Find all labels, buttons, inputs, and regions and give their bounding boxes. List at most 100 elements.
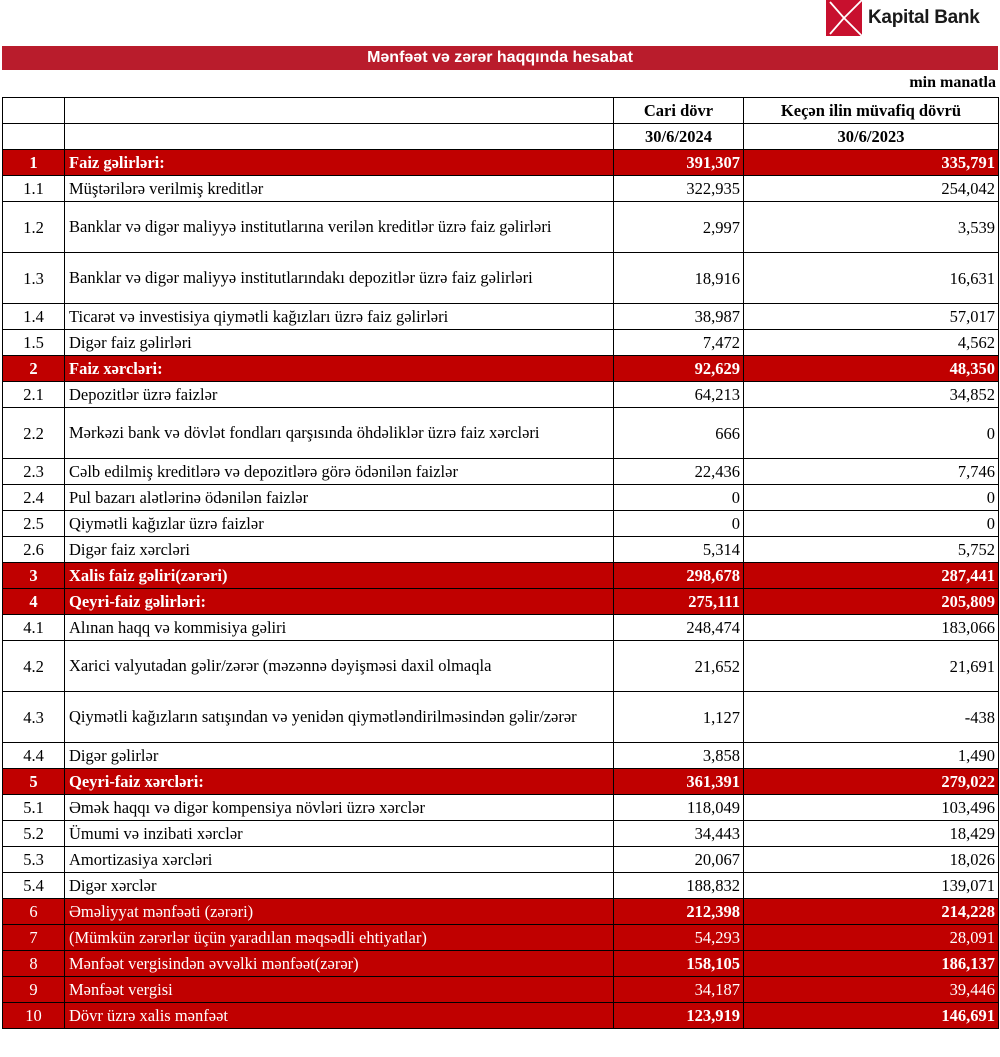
table-row-section: 3 Xalis faiz gəliri(zərəri) 298,678 287,441 bbox=[2, 562, 999, 589]
table-row: 2.3 Cəlb edilmiş kreditlərə və depozitlər… bbox=[2, 458, 999, 485]
previous-value: 18,026 bbox=[743, 846, 999, 873]
report-title: Mənfəət və zərər haqqında hesabat bbox=[2, 46, 998, 70]
row-label: (Mümkün zərərlər üçün yaradılan məqsədli… bbox=[64, 924, 614, 951]
current-value: 118,049 bbox=[613, 794, 744, 821]
current-value: 158,105 bbox=[613, 950, 744, 977]
unit-label: min manatla bbox=[909, 74, 996, 91]
row-label: Banklar və digər maliyyə institutlarına … bbox=[64, 201, 614, 253]
current-value: 34,443 bbox=[613, 820, 744, 847]
row-label: Əmək haqqı və digər kompensiya növləri ü… bbox=[64, 794, 614, 821]
previous-value: 205,809 bbox=[743, 588, 999, 615]
row-label: Pul bazarı alətlərinə ödənilən faizlər bbox=[64, 484, 614, 511]
current-value: 92,629 bbox=[613, 355, 744, 382]
income-statement-table: Cari dövr Keçən ilin müvafiq dövrü 30/6/… bbox=[2, 97, 999, 1029]
current-value: 298,678 bbox=[613, 562, 744, 589]
brand-name: Kapital Bank bbox=[868, 7, 980, 28]
current-value: 54,293 bbox=[613, 924, 744, 951]
row-number: 4.4 bbox=[2, 742, 65, 769]
previous-value: 39,446 bbox=[743, 976, 999, 1003]
row-label: Banklar və digər maliyyə institutlarında… bbox=[64, 252, 614, 304]
table-row-total: 8 Mənfəət vergisindən əvvəlki mənfəət(zər… bbox=[2, 950, 999, 977]
table-row-total: 10 Dövr üzrə xalis mənfəət 123,919 146,691 bbox=[2, 1002, 999, 1029]
previous-value: 214,228 bbox=[743, 898, 999, 925]
header-row: Cari dövr Keçən ilin müvafiq dövrü bbox=[2, 97, 999, 124]
previous-value: -438 bbox=[743, 691, 999, 743]
current-value: 18,916 bbox=[613, 252, 744, 304]
header-previous-date: 30/6/2023 bbox=[743, 123, 999, 150]
row-number: 2.3 bbox=[2, 458, 65, 485]
current-value: 34,187 bbox=[613, 976, 744, 1003]
previous-value: 7,746 bbox=[743, 458, 999, 485]
row-number: 2.5 bbox=[2, 510, 65, 537]
row-label: Müştərilərə verilmiş kreditlər bbox=[64, 175, 614, 202]
table-row: 1.1 Müştərilərə verilmiş kreditlər 322,935… bbox=[2, 175, 999, 202]
row-label: Digər xərclər bbox=[64, 872, 614, 899]
table-row: 5.2 Ümumi və inzibati xərclər 34,443 18,429 bbox=[2, 820, 999, 847]
row-label: Digər gəlirlər bbox=[64, 742, 614, 769]
current-value: 64,213 bbox=[613, 381, 744, 408]
current-value: 666 bbox=[613, 407, 744, 459]
table-row: 1.3 Banklar və digər maliyyə institutları… bbox=[2, 252, 999, 304]
previous-value: 21,691 bbox=[743, 640, 999, 692]
row-label: Mərkəzi bank və dövlət fondları qarşısın… bbox=[64, 407, 614, 459]
previous-value: 183,066 bbox=[743, 614, 999, 641]
previous-value: 48,350 bbox=[743, 355, 999, 382]
previous-value: 16,631 bbox=[743, 252, 999, 304]
row-label: Digər faiz gəlirləri bbox=[64, 329, 614, 356]
row-number: 4.1 bbox=[2, 614, 65, 641]
header-blank bbox=[2, 123, 65, 150]
table-row: 5.4 Digər xərclər 188,832 139,071 bbox=[2, 872, 999, 899]
table-row: 2.6 Digər faiz xərcləri 5,314 5,752 bbox=[2, 536, 999, 563]
current-value: 391,307 bbox=[613, 149, 744, 176]
current-value: 7,472 bbox=[613, 329, 744, 356]
table-row-total: 9 Mənfəət vergisi 34,187 39,446 bbox=[2, 976, 999, 1003]
row-number: 2 bbox=[2, 355, 65, 382]
row-label: Qeyri-faiz gəlirləri: bbox=[64, 588, 614, 615]
table-row: 4.2 Xarici valyutadan gəlir/zərər (məzənn… bbox=[2, 640, 999, 692]
row-number: 7 bbox=[2, 924, 65, 951]
previous-value: 279,022 bbox=[743, 768, 999, 795]
row-number: 1.3 bbox=[2, 252, 65, 304]
previous-value: 0 bbox=[743, 407, 999, 459]
header-date-row: 30/6/2024 30/6/2023 bbox=[2, 123, 999, 150]
row-number: 3 bbox=[2, 562, 65, 589]
table-row: 5.1 Əmək haqqı və digər kompensiya növlər… bbox=[2, 794, 999, 821]
previous-value: 0 bbox=[743, 484, 999, 511]
current-value: 1,127 bbox=[613, 691, 744, 743]
previous-value: 57,017 bbox=[743, 303, 999, 330]
row-number: 1 bbox=[2, 149, 65, 176]
current-value: 361,391 bbox=[613, 768, 744, 795]
table-row: 2.2 Mərkəzi bank və dövlət fondları qarşı… bbox=[2, 407, 999, 459]
kapital-bank-logo: Kapital Bank bbox=[826, 0, 1000, 36]
row-label: Xalis faiz gəliri(zərəri) bbox=[64, 562, 614, 589]
table-row: 1.2 Banklar və digər maliyyə institutları… bbox=[2, 201, 999, 253]
current-value: 0 bbox=[613, 510, 744, 537]
table-row-section: 4 Qeyri-faiz gəlirləri: 275,111 205,809 bbox=[2, 588, 999, 615]
previous-value: 146,691 bbox=[743, 1002, 999, 1029]
row-label: Cəlb edilmiş kreditlərə və depozitlərə g… bbox=[64, 458, 614, 485]
previous-value: 287,441 bbox=[743, 562, 999, 589]
table-row: 2.1 Depozitlər üzrə faizlər 64,213 34,852 bbox=[2, 381, 999, 408]
table-row-total: 7 (Mümkün zərərlər üçün yaradılan məqsədl… bbox=[2, 924, 999, 951]
row-number: 5.3 bbox=[2, 846, 65, 873]
row-label: Qeyri-faiz xərcləri: bbox=[64, 768, 614, 795]
logo-mark-icon bbox=[826, 0, 862, 36]
row-number: 5 bbox=[2, 768, 65, 795]
header-current-period: Cari dövr bbox=[613, 97, 744, 124]
previous-value: 28,091 bbox=[743, 924, 999, 951]
row-label: Əməliyyat mənfəəti (zərəri) bbox=[64, 898, 614, 925]
previous-value: 4,562 bbox=[743, 329, 999, 356]
previous-value: 254,042 bbox=[743, 175, 999, 202]
table-row: 5.3 Amortizasiya xərcləri 20,067 18,026 bbox=[2, 846, 999, 873]
row-label: Qiymətli kağızların satışından və yenidə… bbox=[64, 691, 614, 743]
row-label: Xarici valyutadan gəlir/zərər (məzənnə d… bbox=[64, 640, 614, 692]
row-number: 1.2 bbox=[2, 201, 65, 253]
current-value: 2,997 bbox=[613, 201, 744, 253]
row-label: Ümumi və inzibati xərclər bbox=[64, 820, 614, 847]
row-number: 9 bbox=[2, 976, 65, 1003]
table-row: 1.5 Digər faiz gəlirləri 7,472 4,562 bbox=[2, 329, 999, 356]
current-value: 3,858 bbox=[613, 742, 744, 769]
table-row: 4.3 Qiymətli kağızların satışından və yen… bbox=[2, 691, 999, 743]
row-number: 5.4 bbox=[2, 872, 65, 899]
table-row: 1.4 Ticarət və investisiya qiymətli kağız… bbox=[2, 303, 999, 330]
